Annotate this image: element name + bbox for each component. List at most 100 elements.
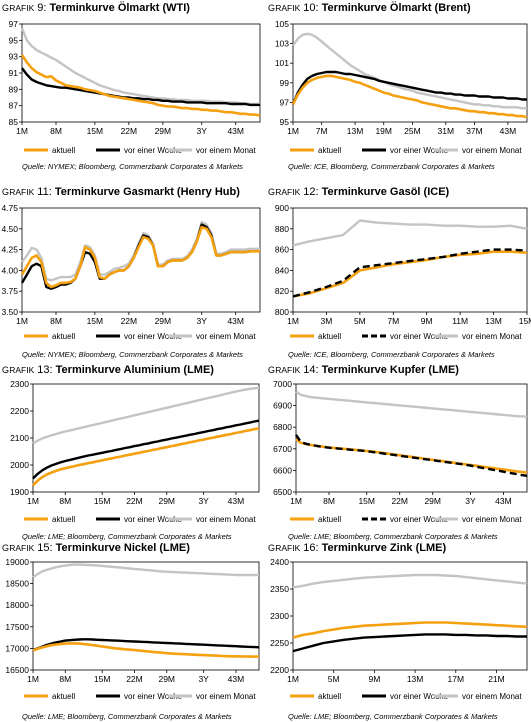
title-prefix-initial: G — [268, 365, 276, 375]
x-tick-label: 22M — [121, 126, 138, 136]
x-tick-label: 22M — [126, 674, 143, 684]
x-tick-label: 8M — [59, 496, 71, 506]
x-tick-label: 3Y — [465, 496, 476, 506]
title-prefix-rest: RAFIK — [9, 543, 35, 553]
x-tick-label: 5M — [328, 674, 340, 684]
y-tick-label: 17500 — [5, 622, 29, 632]
title-prefix-rest: RAFIK — [9, 3, 35, 13]
series-line-monat — [292, 32, 527, 110]
title-prefix-rest: RAFIK — [275, 365, 301, 375]
x-tick-label: 11M — [452, 316, 468, 326]
series-line-monat — [32, 563, 259, 579]
x-tick-label: 43M — [500, 126, 517, 136]
x-tick-label: 22M — [391, 496, 408, 506]
series-line-aktuell — [20, 225, 260, 289]
x-tick-label: 43M — [227, 316, 244, 326]
plot-frame — [292, 561, 528, 671]
x-tick-label: 29M — [158, 496, 175, 506]
x-tick-label: 31M — [438, 126, 455, 136]
chart-source: Quelle: LME; Bloomberg, Commerzbank Corp… — [288, 712, 498, 721]
plot-frame — [21, 23, 261, 123]
title-prefix-initial: G — [2, 3, 10, 13]
title-prefix-initial: G — [2, 543, 10, 553]
title-text: Terminkurve Ölmarkt (WTI) — [49, 2, 190, 14]
x-tick-label: 29M — [155, 316, 172, 326]
x-tick-label: 15M — [87, 316, 104, 326]
chart-svg: 16500 17000 17500 18000 18500 19000 1M 8M 15M 22M… — [5, 557, 260, 701]
chart-source: Quelle: NYMEX; Bloomberg, Commerzbank Co… — [22, 350, 243, 359]
legend-label-aktuell: aktuell — [318, 146, 341, 155]
title-prefix-initial: G — [2, 187, 10, 197]
plot-frame — [292, 207, 528, 313]
x-tick-label: 43M — [227, 126, 244, 136]
x-tick-label: 43M — [495, 496, 512, 506]
chart-title: GRAFIK 12: Terminkurve Gasöl (ICE) — [268, 186, 449, 198]
y-tick-label: 2100 — [10, 433, 29, 443]
x-tick-label: 3Y — [197, 126, 208, 136]
x-tick-label: 29M — [155, 126, 172, 136]
x-tick-label: 22M — [121, 316, 138, 326]
y-tick-label: 2400 — [270, 557, 289, 567]
chart-source: Quelle: ICE, Bloomberg, Commerzbank Corp… — [288, 162, 495, 171]
chart-svg: 3.50 3.75 4.00 4.25 4.50 4.75 1M 8M 15M 22M 29M 3Y 4… — [1, 203, 261, 341]
chart-svg: 6500 6600 6700 6800 6900 7000 1M 8M 15M 22M 29M 3Y 4… — [273, 379, 528, 524]
title-prefix-rest: RAFIK — [275, 543, 301, 553]
title-text: Terminkurve Aluminium (LME) — [55, 364, 214, 376]
x-tick-label: 1M — [287, 316, 299, 326]
title-prefix-initial: G — [268, 187, 276, 197]
x-tick-label: 9M — [421, 316, 433, 326]
y-tick-label: 820 — [275, 286, 289, 296]
y-tick-label: 99 — [280, 78, 290, 88]
series-line-aktuell — [292, 621, 528, 639]
legend-label-monat: vor einem Monat — [462, 332, 522, 341]
y-tick-label: 18500 — [5, 579, 29, 589]
y-tick-label: 6800 — [273, 422, 292, 432]
x-tick-label: 37M — [466, 126, 483, 136]
title-prefix-initial: G — [268, 543, 276, 553]
x-tick-label: 15M — [94, 496, 111, 506]
title-text: Terminkurve Kupfer (LME) — [321, 364, 459, 376]
title-number: 12: — [303, 186, 319, 198]
x-tick-label: 1M — [287, 126, 299, 136]
series-line-aktuell — [295, 438, 528, 474]
legend-label-monat: vor einem Monat — [196, 332, 256, 341]
y-tick-label: 87 — [9, 101, 19, 111]
x-tick-label: 1M — [27, 674, 39, 684]
title-number: 16: — [303, 542, 319, 554]
y-tick-label: 6700 — [273, 444, 292, 454]
chart-title: GRAFIK 16: Terminkurve Zink (LME) — [268, 542, 446, 554]
y-tick-label: 16500 — [5, 665, 29, 675]
y-tick-label: 2000 — [10, 460, 29, 470]
x-tick-label: 15M — [358, 496, 375, 506]
x-tick-label: 8M — [50, 126, 62, 136]
series-line-aktuell — [20, 54, 261, 117]
y-tick-label: 2350 — [270, 584, 289, 594]
x-tick-label: 17M — [448, 674, 465, 684]
chart-panel: GRAFIK 10: Terminkurve Ölmarkt (Brent) Qu… — [266, 0, 531, 180]
y-tick-label: 91 — [9, 68, 19, 78]
series-line-aktuell — [291, 74, 528, 119]
x-tick-label: 29M — [424, 496, 441, 506]
chart-source: Quelle: LME; Bloomberg, Commerzbank Corp… — [22, 712, 232, 721]
plot-frame — [292, 23, 528, 123]
chart-source: Quelle: NYMEX; Bloomberg, Commerzbank Co… — [22, 162, 243, 171]
x-tick-label: 15M — [94, 674, 111, 684]
series-line-woche — [32, 419, 260, 480]
legend-label-aktuell: aktuell — [52, 515, 75, 524]
y-tick-label: 89 — [9, 84, 19, 94]
x-tick-label: 9M — [368, 674, 380, 684]
y-tick-label: 97 — [9, 19, 19, 29]
x-tick-label: 3Y — [197, 316, 208, 326]
series-line-woche — [21, 67, 260, 107]
title-prefix-initial: G — [268, 3, 276, 13]
y-tick-label: 4.00 — [1, 265, 18, 275]
chart-svg: 95 97 99 101 103 105 1M 7M 13M 19M 25M 31M 37M 43M akt… — [275, 19, 528, 155]
legend-label-woche: vor einer Woche — [390, 332, 449, 341]
x-tick-label: 21M — [488, 674, 505, 684]
legend-label-woche: vor einer Woche — [124, 515, 183, 524]
title-text: Terminkurve Nickel (LME) — [55, 542, 190, 554]
x-tick-label: 15M — [87, 126, 104, 136]
x-tick-label: 7M — [387, 316, 399, 326]
legend-label-monat: vor einem Monat — [196, 515, 256, 524]
y-tick-label: 3.50 — [1, 307, 18, 317]
